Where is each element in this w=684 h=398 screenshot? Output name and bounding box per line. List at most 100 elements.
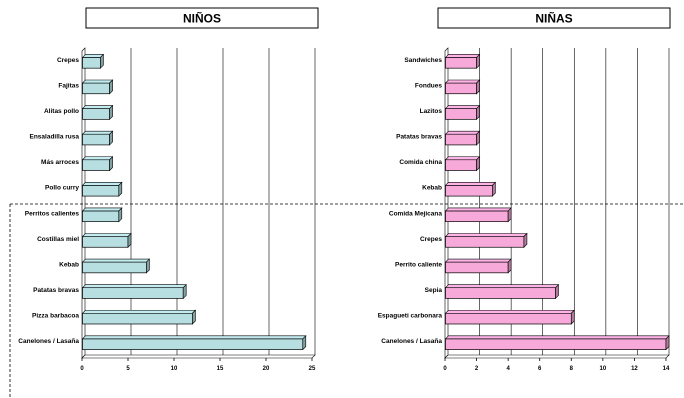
girls-bar-side bbox=[492, 181, 496, 197]
girls-bar bbox=[445, 312, 572, 325]
girls-category-label: Espagueti carbonara bbox=[378, 313, 443, 320]
girls-bar-top bbox=[444, 79, 481, 84]
girls-chart-title: NIÑAS bbox=[535, 11, 572, 26]
boys-title-box bbox=[85, 7, 319, 29]
boys-bar-side bbox=[118, 207, 123, 223]
boys-category-label: Kebab bbox=[59, 261, 79, 268]
boys-bar bbox=[82, 261, 147, 274]
boys-category-label: Crepes bbox=[57, 57, 79, 64]
boys-x-tick-label: 10 bbox=[171, 366, 178, 372]
girls-bar-side bbox=[476, 130, 480, 146]
girls-bar bbox=[445, 108, 477, 120]
girls-bar-top bbox=[444, 284, 560, 288]
boys-bar bbox=[82, 338, 304, 350]
boys-x-tick-label: 15 bbox=[217, 366, 224, 372]
girls-bar-side bbox=[555, 283, 559, 300]
boys-category-label: Ensaladilla rusa bbox=[30, 134, 80, 141]
girls-bar-top bbox=[444, 233, 528, 237]
boys-bar bbox=[82, 82, 110, 95]
girls-category-label: Canelones / Lasaña bbox=[381, 338, 442, 345]
boys-category-label: Fajitas bbox=[58, 82, 79, 89]
girls-bar-side bbox=[570, 309, 575, 325]
girls-bar-side bbox=[665, 335, 670, 351]
boys-bar-top bbox=[81, 156, 114, 161]
boys-category-label: Canelones / Lasaña bbox=[18, 338, 79, 345]
girls-bar bbox=[445, 338, 667, 350]
girls-category-label: Comida Mejicana bbox=[389, 210, 442, 217]
boys-x-tick-label: 25 bbox=[309, 366, 316, 372]
girls-x-tick-label: 6 bbox=[538, 366, 542, 372]
boys-chart-title: NIÑOS bbox=[183, 11, 221, 26]
boys-bar bbox=[82, 184, 120, 197]
boys-floor bbox=[81, 354, 316, 359]
girls-bar bbox=[445, 82, 477, 95]
girls-chart: NIÑAS 0 2 4 6 8 10 12 14 Sandwiches Fondues Lazitos… bbox=[378, 7, 671, 372]
boys-bar-side bbox=[100, 53, 104, 69]
boys-bar bbox=[82, 133, 110, 146]
girls-bar-side bbox=[476, 104, 480, 121]
girls-bar bbox=[445, 210, 509, 223]
boys-bar bbox=[82, 210, 120, 223]
girls-bar-side bbox=[507, 207, 512, 223]
boys-bar bbox=[82, 312, 193, 325]
boys-bar-top bbox=[81, 309, 197, 314]
girls-bar-top bbox=[444, 156, 481, 161]
boys-x-tick-label: 5 bbox=[126, 366, 130, 372]
boys-category-label: Perritos calientes bbox=[25, 210, 80, 217]
boys-bar bbox=[82, 57, 101, 69]
girls-bar-top bbox=[444, 258, 512, 263]
boys-category-label: Pizza barbacoa bbox=[32, 313, 79, 320]
girls-category-label: Kebab bbox=[422, 185, 442, 192]
girls-x-tick-label: 10 bbox=[600, 366, 607, 372]
girls-bar-top bbox=[444, 105, 481, 109]
girls-bar-top bbox=[444, 130, 481, 135]
boys-bar-side bbox=[192, 309, 196, 325]
girls-bar-side bbox=[476, 79, 480, 95]
girls-x-tick-label: 0 bbox=[443, 366, 447, 372]
boys-bar-side bbox=[146, 258, 150, 274]
boys-bar-top bbox=[81, 335, 307, 340]
boys-bar bbox=[82, 159, 110, 171]
girls-bar-side bbox=[476, 53, 480, 69]
girls-bar-top bbox=[444, 207, 512, 212]
boys-bar-top bbox=[81, 233, 132, 237]
girls-x-tick-label: 2 bbox=[475, 366, 479, 372]
girls-bar bbox=[445, 236, 525, 248]
boys-bar-side bbox=[118, 181, 123, 197]
boys-bar-side bbox=[182, 283, 187, 300]
girls-bar-top bbox=[444, 309, 576, 314]
girls-bar-side bbox=[523, 232, 528, 248]
boys-bar-top bbox=[81, 258, 151, 263]
girls-bar bbox=[445, 287, 556, 299]
boys-bar bbox=[82, 236, 129, 248]
boys-bar-side bbox=[302, 335, 307, 351]
girls-bar-top bbox=[444, 335, 670, 340]
boys-bar-top bbox=[81, 207, 123, 212]
boys-chart: NIÑOS 0 5 10 15 20 25 Crepes Fajitas Alitas pollo… bbox=[18, 7, 319, 372]
boys-bar-side bbox=[109, 104, 113, 121]
girls-category-label: Sepia bbox=[425, 287, 443, 294]
girls-x-tick-label: 12 bbox=[631, 366, 638, 372]
girls-bar-side bbox=[476, 156, 480, 172]
boys-bar bbox=[82, 287, 184, 299]
girls-bar bbox=[445, 261, 509, 274]
girls-bar bbox=[445, 133, 477, 146]
boys-bar-top bbox=[81, 182, 123, 186]
girls-category-label: Comida china bbox=[399, 159, 442, 166]
boys-bar-top bbox=[81, 105, 114, 109]
boys-category-label: Más arroces bbox=[41, 159, 79, 166]
boys-bar-side bbox=[127, 232, 132, 248]
boys-bar bbox=[82, 108, 110, 120]
girls-floor bbox=[444, 354, 670, 359]
girls-bar bbox=[445, 159, 477, 171]
boys-x-tick-label: 20 bbox=[263, 366, 270, 372]
boys-bar-top bbox=[81, 284, 187, 288]
girls-category-label: Lazitos bbox=[420, 108, 443, 115]
girls-category-label: Crepes bbox=[420, 236, 442, 243]
boys-bar-side bbox=[109, 79, 113, 95]
girls-bar-top bbox=[444, 182, 497, 186]
girls-category-label: Fondues bbox=[415, 82, 442, 89]
girls-category-label: Sandwiches bbox=[404, 57, 442, 64]
girls-x-tick-label: 14 bbox=[663, 366, 670, 372]
